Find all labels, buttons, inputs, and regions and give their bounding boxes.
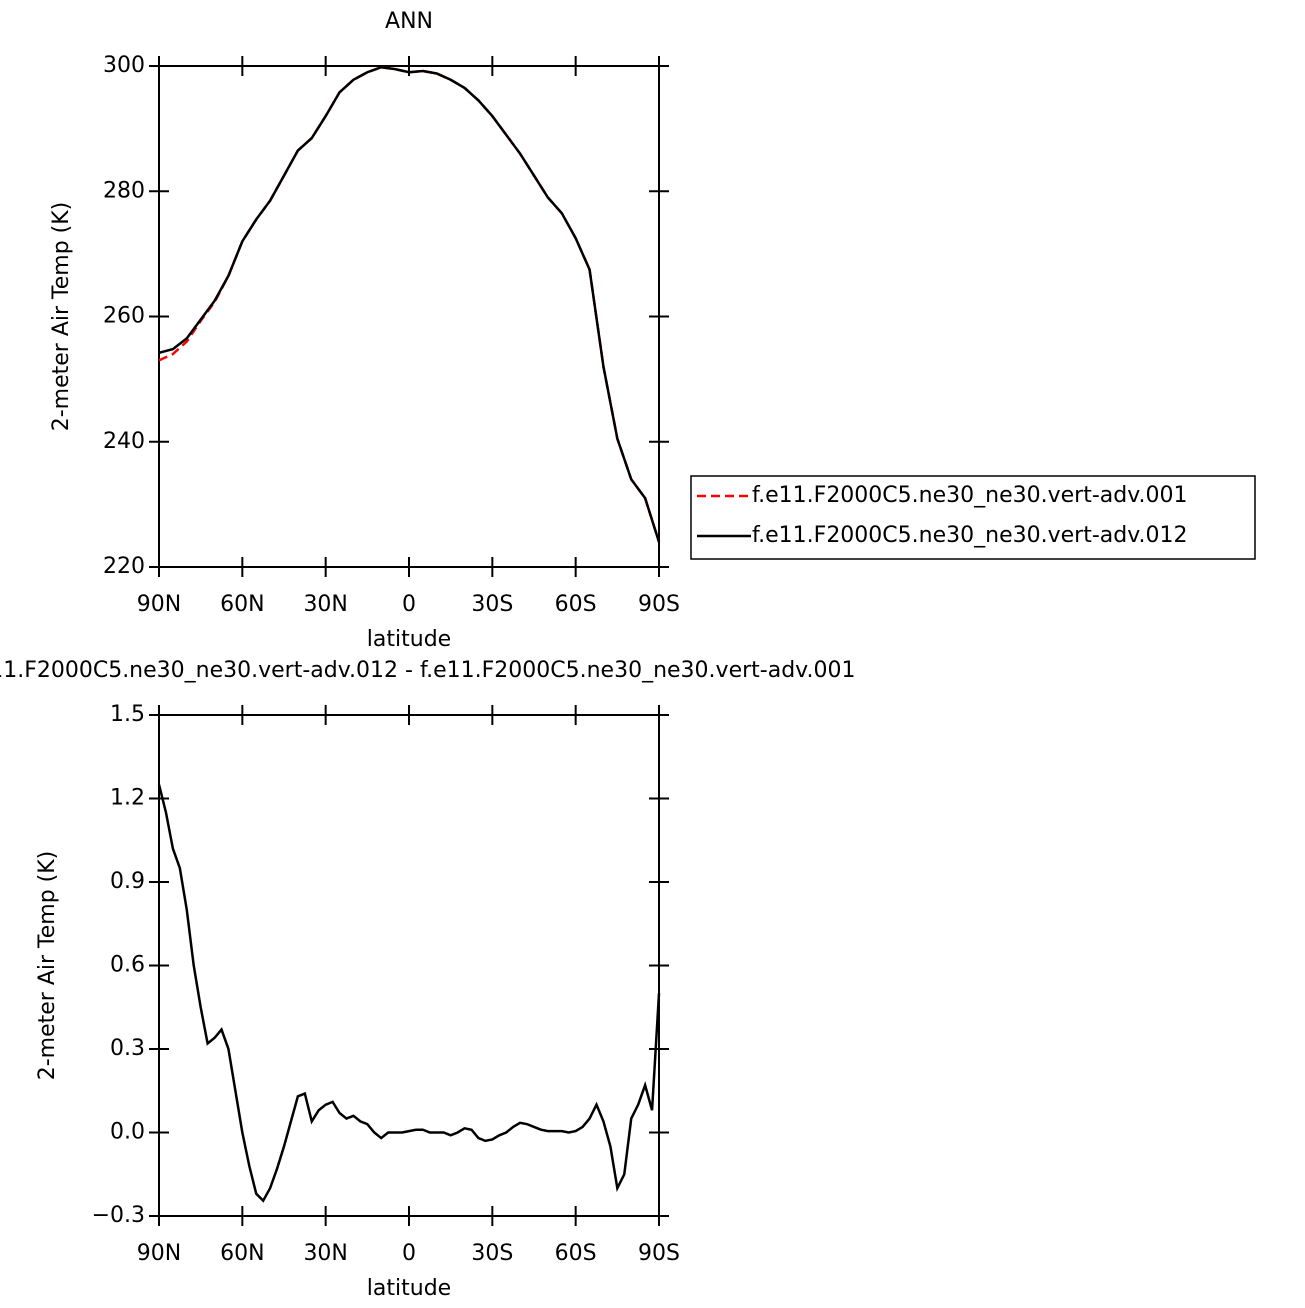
y-tick-label: 1.5 xyxy=(110,702,145,727)
x-tick-label: 30S xyxy=(471,1241,513,1266)
y-tick-label: 0.0 xyxy=(110,1120,145,1145)
data-line xyxy=(157,784,661,1203)
legend-label: f.e11.F2000C5.ne30_ne30.vert-adv.012 xyxy=(752,523,1188,548)
y-tick-label: 1.2 xyxy=(110,786,145,811)
x-tick-label: 30N xyxy=(303,1241,347,1266)
y-tick-label: 240 xyxy=(103,429,145,454)
data-line xyxy=(158,65,661,543)
y-axis-label: 2-meter Air Temp (K) xyxy=(49,202,74,432)
legend-label: f.e11.F2000C5.ne30_ne30.vert-adv.001 xyxy=(752,483,1188,508)
legend-box xyxy=(690,475,1256,560)
x-tick-label: 90S xyxy=(638,1241,680,1266)
x-axis-label: latitude xyxy=(367,627,451,652)
x-tick-label: 60N xyxy=(220,1241,264,1266)
y-tick-label: 0.6 xyxy=(110,953,145,978)
y-axis-label: 2-meter Air Temp (K) xyxy=(35,851,60,1081)
x-tick-label: 30S xyxy=(471,592,513,617)
y-tick-label: 280 xyxy=(103,178,145,203)
x-tick-label: 90N xyxy=(137,1241,181,1266)
y-tick-label: −0.3 xyxy=(92,1203,145,1228)
data-line xyxy=(158,65,661,543)
plot-frame xyxy=(158,714,660,1217)
y-tick-label: 260 xyxy=(103,304,145,329)
x-tick-label: 90N xyxy=(137,592,181,617)
y-tick-label: 0.9 xyxy=(110,869,145,894)
x-tick-label: 60S xyxy=(555,1241,597,1266)
chart-title: ANN xyxy=(385,9,433,34)
x-tick-label: 30N xyxy=(303,592,347,617)
x-tick-label: 60N xyxy=(220,592,264,617)
chart-title: f.e11.F2000C5.ne30_ne30.vert-adv.012 - f… xyxy=(0,658,855,683)
y-tick-label: 300 xyxy=(103,53,145,78)
x-tick-label: 90S xyxy=(638,592,680,617)
y-tick-label: 0.3 xyxy=(110,1036,145,1061)
x-tick-label: 60S xyxy=(555,592,597,617)
plot-frame xyxy=(158,65,660,568)
x-axis-label: latitude xyxy=(367,1276,451,1301)
y-tick-label: 220 xyxy=(103,554,145,579)
x-tick-label: 0 xyxy=(402,1241,416,1266)
x-tick-label: 0 xyxy=(402,592,416,617)
